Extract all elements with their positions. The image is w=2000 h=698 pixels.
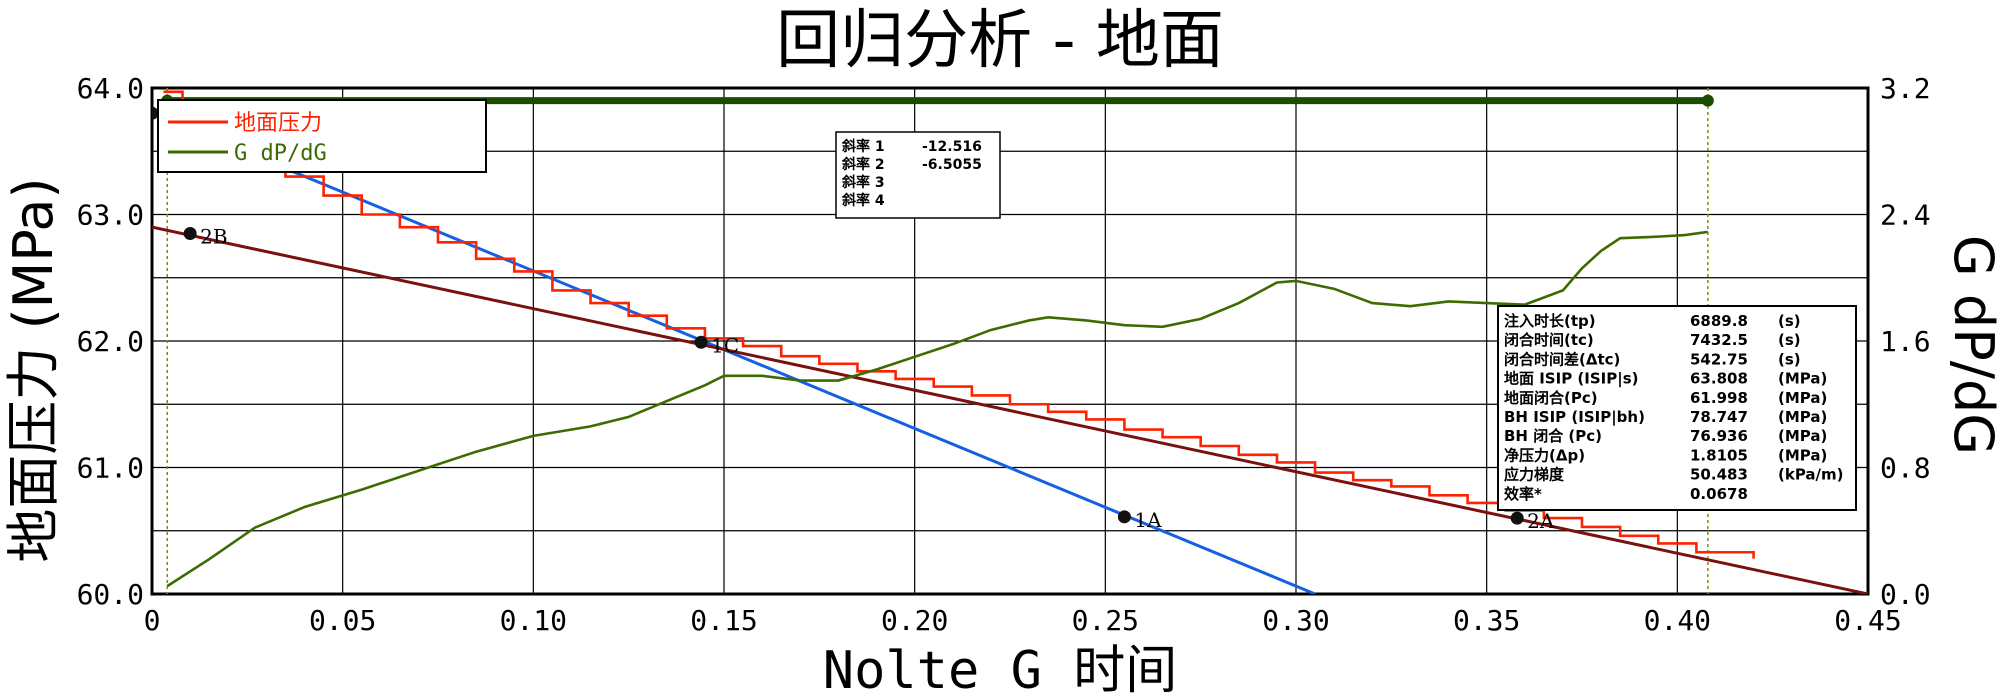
info-unit: (s) xyxy=(1778,312,1801,330)
slopes-box-frame xyxy=(835,131,1001,219)
slope-value: -12.516 xyxy=(922,139,982,155)
y-left-tick-label: 60.0 xyxy=(77,578,144,611)
info-value: 78.747 xyxy=(1690,408,1748,426)
info-value: 76.936 xyxy=(1690,427,1748,445)
chart-title: 回归分析 - 地面 xyxy=(776,4,1224,78)
y-axis-left-label: 地面压力 (MPa) xyxy=(2,177,65,562)
slope-label: 斜率 1 xyxy=(841,138,885,155)
info-unit: (MPa) xyxy=(1778,370,1827,388)
x-tick-label: 0.40 xyxy=(1644,604,1711,637)
marker-label: 1A xyxy=(1134,508,1162,532)
regression-line-2 xyxy=(152,225,1868,594)
info-unit: (MPa) xyxy=(1778,389,1827,407)
info-unit: (s) xyxy=(1778,350,1801,368)
marker-point xyxy=(1117,510,1131,524)
info-value: 61.998 xyxy=(1690,389,1748,407)
info-value: 1.8105 xyxy=(1690,446,1748,464)
info-value: 6889.8 xyxy=(1690,312,1748,330)
info-unit: (MPa) xyxy=(1778,446,1827,464)
marker-point xyxy=(152,106,159,120)
x-tick-label: 0.30 xyxy=(1262,604,1329,637)
marker-point xyxy=(1510,511,1524,525)
y-left-tick-label: 62.0 xyxy=(77,325,144,358)
info-label: BH 闭合 (Pc) xyxy=(1504,427,1602,445)
slopes-box: 斜率 1 -12.516 斜率 2 -6.5055 斜率 3斜率 4 xyxy=(835,131,1001,219)
y-left-tick-label: 64.0 xyxy=(77,72,144,105)
x-tick-label: 0 xyxy=(144,604,161,637)
x-tick-label: 0.20 xyxy=(881,604,948,637)
marker-label: 1C xyxy=(711,333,739,357)
y-left-tick-label: 61.0 xyxy=(77,452,144,485)
top-line-end xyxy=(1701,94,1714,107)
marker-label: 2A xyxy=(1527,509,1555,533)
x-axis-label: Nolte G 时间 xyxy=(823,641,1177,698)
y-right-tick-label: 3.2 xyxy=(1880,72,1931,105)
y-right-tick-label: 1.6 xyxy=(1880,325,1931,358)
slope-label: 斜率 2 xyxy=(841,156,885,173)
info-unit: (MPa) xyxy=(1778,408,1827,426)
info-label: 地面 ISIP (ISIP|s) xyxy=(1504,370,1638,389)
info-label: 闭合时间差(Δtc) xyxy=(1504,350,1620,368)
info-unit: (s) xyxy=(1778,331,1801,349)
slope-value: -6.5055 xyxy=(922,157,982,173)
info-label: 净压力(Δp) xyxy=(1504,446,1585,464)
y-left-tick-label: 63.0 xyxy=(77,199,144,232)
info-label: 地面闭合(Pc) xyxy=(1504,389,1598,407)
marker-point xyxy=(183,226,197,240)
x-tick-label: 0.35 xyxy=(1453,604,1520,637)
legend: 地面压力 G dP/dG xyxy=(157,99,487,173)
y-right-tick-label: 2.4 xyxy=(1880,199,1931,232)
slope-label: 斜率 3 xyxy=(841,174,885,191)
legend-entry: G dP/dG xyxy=(234,141,327,166)
info-unit: (MPa) xyxy=(1778,427,1827,445)
legend-box xyxy=(157,99,487,173)
info-label: BH ISIP (ISIP|bh) xyxy=(1504,408,1645,427)
info-label: 注入时长(tp) xyxy=(1504,312,1596,330)
axis-ticks: 0 0.05 0.10 0.15 0.20 0.25 0.30 0.35 0.40 0.45 60.… xyxy=(77,72,1931,637)
x-tick-label: 0.15 xyxy=(690,604,757,637)
info-box: 注入时长(tp) 6889.8 (s) 闭合时间(tc) 7432.5 (s) 闭合时间差(… xyxy=(1497,305,1857,511)
info-unit: (kPa/m) xyxy=(1778,466,1844,484)
legend-entry: 地面压力 xyxy=(234,111,322,136)
marker-point xyxy=(694,335,708,349)
x-tick-label: 0.45 xyxy=(1834,604,1901,637)
y-right-tick-label: 0.8 xyxy=(1880,452,1931,485)
info-label: 应力梯度 xyxy=(1504,466,1565,484)
x-tick-label: 0.25 xyxy=(1072,604,1139,637)
x-tick-label: 0.05 xyxy=(309,604,376,637)
series-line-1 xyxy=(166,230,1709,588)
info-value: 63.808 xyxy=(1690,370,1748,388)
info-value: 542.75 xyxy=(1690,350,1748,368)
marker-label: 2B xyxy=(200,224,227,248)
info-value: 0.0678 xyxy=(1690,485,1748,503)
info-value: 7432.5 xyxy=(1690,331,1748,349)
info-value: 50.483 xyxy=(1690,466,1748,484)
x-tick-label: 0.10 xyxy=(500,604,567,637)
y-right-tick-label: 0.0 xyxy=(1880,578,1931,611)
info-label: 效率* xyxy=(1504,485,1542,503)
slope-label: 斜率 4 xyxy=(841,192,885,209)
series-line-0 xyxy=(163,90,1755,559)
info-box-frame xyxy=(1497,305,1857,511)
info-label: 闭合时间(tc) xyxy=(1504,331,1594,349)
y-axis-right-label: G dP/dG xyxy=(1942,235,2000,455)
